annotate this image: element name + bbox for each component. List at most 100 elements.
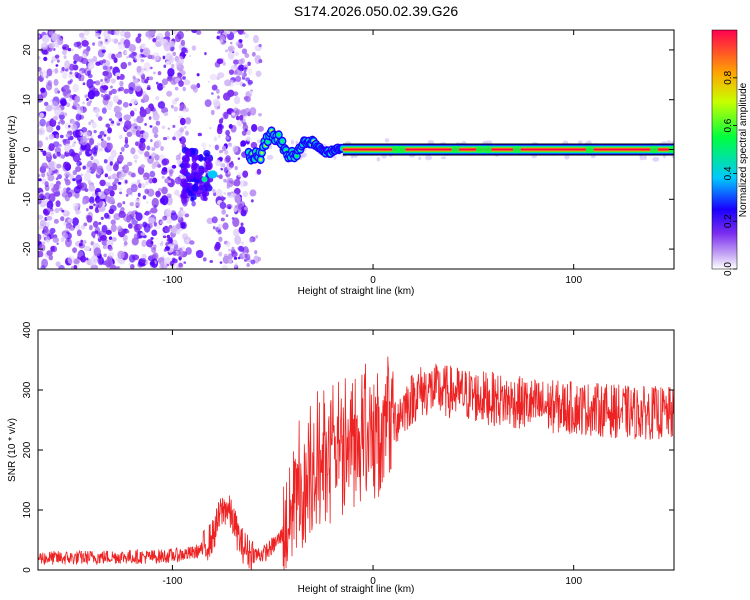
spectrogram-noise-blob <box>178 152 182 156</box>
spectrogram-noise-blob <box>67 80 72 85</box>
spectrogram-cluster-blob <box>185 175 194 180</box>
spectrogram-noise-blob <box>130 263 135 269</box>
spectrogram-noise-blob <box>91 162 98 172</box>
spectrogram-noise-blob <box>128 54 132 58</box>
spectrogram-noise-blob <box>149 170 156 178</box>
spectrogram-noise-blob <box>73 60 77 64</box>
spectrogram-noise-blob <box>86 207 89 212</box>
spectrogram-noise-blob <box>72 178 76 182</box>
spectrogram-noise-blob <box>188 54 192 58</box>
spectrogram-noise-blob <box>143 61 151 72</box>
spectrogram-line-spot <box>483 145 492 154</box>
spectrogram-noise-blob <box>64 60 71 69</box>
spectrogram-noise-blob <box>241 48 248 55</box>
spectrogram-noise-blob <box>66 102 71 108</box>
spectrogram-noise-blob <box>233 228 240 237</box>
spectrogram-noise-blob <box>228 124 233 129</box>
spectrogram-noise-blob <box>38 243 46 252</box>
spectrogram-noise-blob <box>130 147 136 155</box>
spectrogram-noise-blob <box>89 138 95 146</box>
spectrogram-noise-blob <box>42 150 47 156</box>
spectrogram-noise-blob <box>178 108 182 111</box>
spectrogram-cluster-blob <box>205 182 210 191</box>
spectrogram-noise-blob <box>56 151 61 157</box>
spectrogram-noise-blob <box>174 189 180 196</box>
spectrogram-noise-blob <box>166 193 172 199</box>
spectrogram-noise-blob <box>241 109 245 113</box>
spectrogram-noise-blob <box>226 136 230 140</box>
spectrogram-noise-blob <box>90 135 94 139</box>
snr-y-ticks: 0 100 200 300 400 <box>22 321 674 573</box>
spectrogram-noise-blob <box>242 121 247 126</box>
spectrogram-noise-blob <box>183 48 188 53</box>
spectrogram-noise-blob <box>166 216 173 224</box>
spectrogram-noise-blob <box>88 150 92 155</box>
spectrogram-noise-blob <box>122 164 129 174</box>
spectrogram-noise-blob <box>55 134 60 139</box>
snr-x-tick-label-0: -100 <box>162 576 182 587</box>
spectrogram-noise-blob <box>238 226 246 235</box>
spectrogram-noise-blob <box>110 224 117 233</box>
spectrogram-noise-blob <box>48 42 56 49</box>
spectrogram-noise-blob <box>123 143 130 149</box>
spectrogram-noise-blob <box>116 202 123 208</box>
spectrogram-noise-blob <box>124 139 129 145</box>
spectrogram-cluster-blob <box>205 163 212 170</box>
spectrogram-noise-blob <box>58 143 62 147</box>
spectrogram-noise-blob <box>222 255 230 264</box>
spectrogram-noise-blob <box>99 41 103 45</box>
spectrogram-noise-blob <box>179 207 184 211</box>
spectrogram-noise-blob <box>183 126 187 129</box>
spectrogram-noise-blob <box>117 122 121 126</box>
spectrogram-noise-blob <box>149 155 152 159</box>
spectrogram-signal-core <box>260 151 264 155</box>
spectrogram-noise-blob <box>103 245 109 250</box>
spectrogram-noise-blob <box>179 138 182 142</box>
spectrogram-noise-blob <box>59 109 64 115</box>
spectrogram-noise-blob <box>147 54 153 60</box>
spectrogram-noise-blob <box>141 183 146 188</box>
spectrogram-noise-blob <box>125 193 129 197</box>
spectrogram-noise-blob <box>206 217 214 225</box>
spectrogram-noise-blob <box>45 236 51 243</box>
spectrogram-noise-blob <box>176 159 182 165</box>
spectrogram-noise-blob <box>216 174 220 178</box>
spectrogram-noise-blob <box>241 72 247 78</box>
spectrogram-noise-blob <box>233 95 241 105</box>
spectrogram-noise-blob <box>76 131 81 136</box>
spectrogram-cluster-blob <box>202 156 208 161</box>
spectrogram-noise-blob <box>110 149 117 158</box>
spectrogram-noise-blob <box>167 180 172 183</box>
spectrogram-noise-blob <box>90 156 94 161</box>
spectrogram-noise-blob <box>174 86 179 91</box>
spectrogram-noise-blob <box>212 225 216 230</box>
spectrogram-noise-blob <box>117 250 125 260</box>
spectrogram-noise-blob <box>183 79 191 86</box>
spectrogram-noise-blob <box>139 137 146 144</box>
spectrogram-noise-blob <box>64 151 70 157</box>
spectrogram-noise-blob <box>131 254 140 261</box>
spectrogram-noise-blob <box>118 134 123 140</box>
spectrogram-noise-blob <box>224 149 229 155</box>
snr-y-tick-label-4: 400 <box>22 321 33 338</box>
spectrogram-noise-blob <box>111 38 115 43</box>
spectrogram-noise-blob <box>124 31 131 39</box>
spectrogram-noise-blob <box>161 175 165 179</box>
spectrogram-noise-blob <box>244 53 250 59</box>
spectrogram-noise-blob <box>174 97 180 102</box>
spectrogram-noise-blob <box>98 60 104 66</box>
spectrogram-noise-blob <box>219 162 224 168</box>
spectrogram-faint-blob <box>652 156 660 162</box>
spectrogram-noise-blob <box>204 52 207 56</box>
spectrogram-cluster-blob <box>187 190 194 197</box>
spectrogram-noise-blob <box>150 207 158 214</box>
spectrogram-noise-blob <box>179 222 186 229</box>
spectrogram-noise-blob <box>40 42 49 50</box>
spectrogram-noise-blob <box>120 61 128 70</box>
snr-x-ticks: -100 0 100 <box>162 330 582 587</box>
spectrogram-noise-blob <box>48 161 55 169</box>
spectrogram-noise-blob <box>230 41 233 45</box>
spectrogram-noise-blob <box>40 89 48 99</box>
spectrogram-noise-blob <box>54 207 60 214</box>
